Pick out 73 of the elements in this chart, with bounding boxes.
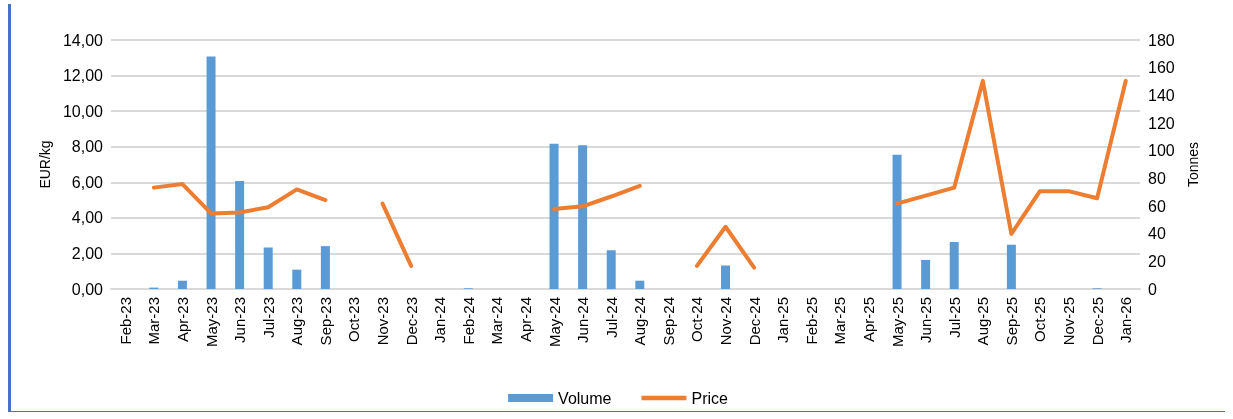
y2-tick-label: 20 [1148, 252, 1166, 270]
bar [263, 247, 273, 289]
y2-tick-label: 60 [1148, 197, 1166, 215]
bar [177, 280, 187, 289]
y-tick-label: 12,00 [62, 67, 104, 85]
x-tick-label: Oct-23 [345, 297, 363, 343]
y2-tick-label: 120 [1148, 114, 1175, 132]
x-tick-label: Sep-23 [316, 297, 334, 346]
x-tick-label: Jun-25 [917, 297, 935, 343]
x-tick-label: Feb-25 [802, 297, 820, 345]
x-tick-label: Dec-25 [1088, 297, 1106, 346]
y-axis-title: EUR/kg [37, 140, 54, 189]
bar [578, 145, 588, 289]
y-tick-label: 2,00 [71, 244, 104, 262]
x-tick-label: Jul-24 [602, 297, 620, 338]
x-tick-label: Jul-23 [259, 297, 277, 338]
y-tick-label: 0,00 [71, 280, 104, 298]
y-tick-label: 4,00 [71, 209, 104, 227]
x-tick-label: May-24 [545, 297, 563, 348]
y2-tick-label: 160 [1148, 59, 1175, 77]
x-tick-label: Aug-25 [974, 297, 992, 346]
y-tick-label: 14,00 [62, 31, 104, 49]
x-tick-label: Sep-25 [1002, 297, 1020, 346]
bar [549, 143, 559, 289]
x-tick-label: Nov-23 [374, 297, 392, 346]
x-tick-label: Apr-24 [516, 297, 534, 343]
y2-tick-label: 40 [1148, 225, 1166, 243]
x-tick-label: Mar-23 [145, 297, 163, 345]
x-tick-label: Jan-25 [774, 297, 792, 343]
bar [949, 241, 959, 289]
bar [721, 265, 731, 289]
x-tick-label: Jan-26 [1117, 297, 1135, 343]
y2-tick-label: 100 [1148, 142, 1175, 160]
y2-tick-label: 180 [1148, 31, 1175, 49]
y-tick-label: 6,00 [71, 173, 104, 191]
bar [1006, 244, 1016, 289]
bar [921, 259, 931, 289]
x-tick-label: Jan-24 [431, 297, 449, 343]
x-tick-label: Dec-24 [745, 297, 763, 346]
bar [320, 246, 330, 289]
y2-tick-label: 140 [1148, 86, 1175, 104]
y2-axis-title: Tonnes [1184, 141, 1201, 188]
y-tick-label: 8,00 [71, 138, 104, 156]
x-tick-label: Nov-24 [717, 297, 735, 346]
bar [235, 181, 245, 289]
x-tick-label: Apr-25 [859, 297, 877, 343]
x-tick-label: Jun-24 [574, 297, 592, 343]
x-tick-label: May-23 [202, 297, 220, 348]
x-tick-label: Oct-25 [1031, 297, 1049, 343]
x-tick-label: Apr-23 [173, 297, 191, 343]
y2-tick-label: 0 [1148, 280, 1157, 298]
x-tick-label: Mar-24 [488, 297, 506, 345]
x-tick-label: Nov-25 [1060, 297, 1078, 346]
bar [892, 154, 902, 289]
x-tick-label: Jun-23 [231, 297, 249, 343]
x-tick-label: May-25 [888, 297, 906, 348]
x-tick-label: Dec-23 [402, 297, 420, 346]
bar [292, 269, 302, 289]
legend-label: Price [691, 389, 729, 407]
y-tick-label: 10,00 [62, 102, 104, 120]
bar [606, 250, 616, 289]
bar [206, 56, 216, 289]
x-tick-label: Oct-24 [688, 297, 706, 343]
y2-tick-label: 80 [1148, 169, 1166, 187]
x-tick-label: Aug-23 [288, 297, 306, 346]
legend-label: Volume [558, 389, 612, 407]
x-tick-label: Aug-24 [631, 297, 649, 346]
x-tick-label: Feb-24 [459, 297, 477, 345]
x-tick-label: Sep-24 [659, 297, 677, 346]
x-tick-label: Jul-25 [945, 297, 963, 338]
bar [635, 280, 645, 289]
x-tick-label: Feb-23 [116, 297, 134, 345]
x-tick-label: Mar-25 [831, 297, 849, 345]
